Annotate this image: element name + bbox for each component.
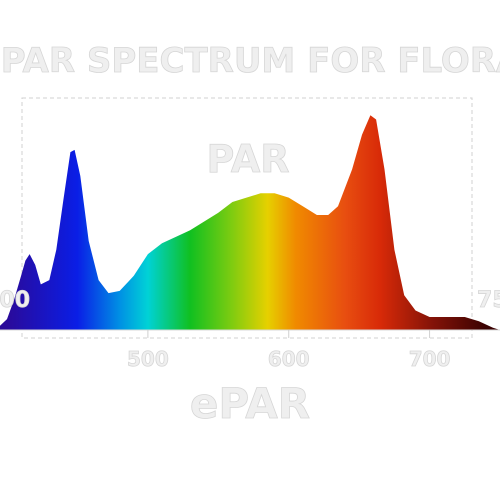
x-axis-label: ePAR — [190, 379, 310, 428]
par-box — [21, 97, 473, 339]
x-tick-label: 600 — [268, 347, 310, 371]
spectrum-area — [0, 115, 500, 330]
edge-label: 400 — [0, 288, 30, 313]
inner-label: PAR — [206, 137, 289, 181]
x-tick-label: 500 — [127, 347, 169, 371]
x-tick-label: 700 — [409, 347, 451, 371]
chart-title: ePAR SPECTRUM FOR FLORA — [0, 41, 500, 81]
edge-label: 750 — [477, 288, 500, 313]
